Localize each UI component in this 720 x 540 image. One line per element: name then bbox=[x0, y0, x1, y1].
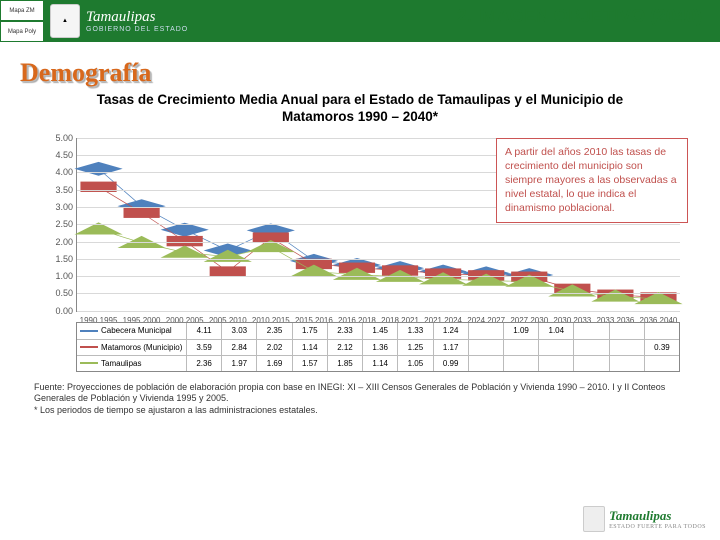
body: Demografía Tasas de Crecimiento Media An… bbox=[0, 42, 720, 417]
y-tick-label: 1.00 bbox=[39, 271, 73, 281]
legend-cell: 1.75 bbox=[293, 323, 328, 339]
legend-cell: 1.14 bbox=[293, 340, 328, 355]
legend-cell: 0.39 bbox=[645, 340, 679, 355]
legend-cell bbox=[469, 323, 504, 339]
legend-cell bbox=[574, 356, 609, 371]
y-tick-label: 4.00 bbox=[39, 167, 73, 177]
legend-cell: 1.57 bbox=[293, 356, 328, 371]
legend-row: Tamaulipas 2.361.971.691.571.851.141.050.… bbox=[77, 355, 679, 371]
state-shield-icon: ▲ bbox=[50, 4, 80, 38]
legend-cell bbox=[610, 356, 645, 371]
source-note: Fuente: Proyecciones de población de ela… bbox=[34, 382, 686, 417]
legend-cell: 0.99 bbox=[434, 356, 469, 371]
y-tick-label: 4.50 bbox=[39, 150, 73, 160]
logo-word: Tamaulipas bbox=[86, 9, 188, 26]
legend-cell: 1.33 bbox=[398, 323, 433, 339]
footer-word: Tamaulipas bbox=[609, 508, 706, 524]
y-tick-label: 0.50 bbox=[39, 288, 73, 298]
legend-cell: 1.24 bbox=[434, 323, 469, 339]
legend-cell bbox=[610, 323, 645, 339]
header-left-cells: Mapa ZM Mapa Poly bbox=[0, 0, 44, 42]
page: Mapa ZM Mapa Poly ▲ Tamaulipas GOBIERNO … bbox=[0, 0, 720, 540]
y-tick-label: 2.50 bbox=[39, 219, 73, 229]
footer-tagline: ESTADO FUERTE PARA TODOS bbox=[609, 524, 706, 530]
footer-shield-icon bbox=[583, 506, 605, 532]
legend-cell bbox=[469, 340, 504, 355]
legend-table: Cabecera Municipal4.113.032.351.752.331.… bbox=[76, 322, 680, 372]
gridline bbox=[77, 311, 680, 312]
legend-cell: 2.36 bbox=[187, 356, 222, 371]
legend-cell bbox=[610, 340, 645, 355]
legend-cell bbox=[504, 356, 539, 371]
legend-cell: 1.45 bbox=[363, 323, 398, 339]
header: Mapa ZM Mapa Poly ▲ Tamaulipas GOBIERNO … bbox=[0, 0, 720, 42]
legend-cell: 1.09 bbox=[504, 323, 539, 339]
legend-cell bbox=[574, 323, 609, 339]
logo-sub: GOBIERNO DEL ESTADO bbox=[86, 26, 188, 33]
map-poly-cell[interactable]: Mapa Poly bbox=[0, 21, 44, 42]
footer-logo: Tamaulipas ESTADO FUERTE PARA TODOS bbox=[583, 506, 706, 532]
page-title: 2. IMAGEN OBJETIVO (2040) bbox=[457, 6, 702, 27]
legend-cell bbox=[645, 356, 679, 371]
legend-cell: 1.25 bbox=[398, 340, 433, 355]
legend-label: Matamoros (Municipio) bbox=[101, 343, 182, 352]
y-tick-label: 3.00 bbox=[39, 202, 73, 212]
legend-cell bbox=[539, 340, 574, 355]
gridline bbox=[77, 224, 680, 225]
legend-cell: 2.02 bbox=[257, 340, 292, 355]
section-heading: Demografía bbox=[20, 58, 694, 88]
gridline bbox=[77, 276, 680, 277]
y-tick-label: 0.00 bbox=[39, 306, 73, 316]
source-line-2: * Los periodos de tiempo se ajustaron a … bbox=[34, 405, 686, 417]
logo-text: Tamaulipas GOBIERNO DEL ESTADO bbox=[86, 9, 188, 33]
legend-cell bbox=[574, 340, 609, 355]
legend-cell bbox=[469, 356, 504, 371]
legend-row: Cabecera Municipal4.113.032.351.752.331.… bbox=[77, 323, 679, 339]
chart-wrap: A partir del años 2010 las tasas de crec… bbox=[34, 132, 686, 372]
legend-cell: 4.11 bbox=[187, 323, 222, 339]
y-tick-label: 2.00 bbox=[39, 237, 73, 247]
legend-cell: 2.84 bbox=[222, 340, 257, 355]
legend-cell: 1.97 bbox=[222, 356, 257, 371]
legend-cell: 3.59 bbox=[187, 340, 222, 355]
gridline bbox=[77, 259, 680, 260]
legend-cell bbox=[539, 356, 574, 371]
legend-cell bbox=[645, 323, 679, 339]
legend-cell: 1.36 bbox=[363, 340, 398, 355]
gridline bbox=[77, 242, 680, 243]
gridline bbox=[77, 293, 680, 294]
legend-label: Tamaulipas bbox=[101, 359, 141, 368]
legend-cell: 1.17 bbox=[434, 340, 469, 355]
source-line-1: Fuente: Proyecciones de población de ela… bbox=[34, 382, 686, 405]
legend-cell: 1.85 bbox=[328, 356, 363, 371]
callout-box: A partir del años 2010 las tasas de crec… bbox=[496, 138, 688, 223]
legend-label: Cabecera Municipal bbox=[101, 326, 172, 335]
map-zm-cell[interactable]: Mapa ZM bbox=[0, 0, 44, 21]
y-tick-label: 1.50 bbox=[39, 254, 73, 264]
legend-row: Matamoros (Municipio) 3.592.842.021.142.1… bbox=[77, 339, 679, 355]
legend-cell: 2.33 bbox=[328, 323, 363, 339]
legend-cell: 2.12 bbox=[328, 340, 363, 355]
legend-cell bbox=[504, 340, 539, 355]
legend-cell: 2.35 bbox=[257, 323, 292, 339]
y-tick-label: 5.00 bbox=[39, 133, 73, 143]
footer-text: Tamaulipas ESTADO FUERTE PARA TODOS bbox=[609, 508, 706, 530]
legend-cell: 1.69 bbox=[257, 356, 292, 371]
legend-cell: 1.04 bbox=[539, 323, 574, 339]
legend-cell: 1.05 bbox=[398, 356, 433, 371]
legend-cell: 3.03 bbox=[222, 323, 257, 339]
legend-cell: 1.14 bbox=[363, 356, 398, 371]
chart-title: Tasas de Crecimiento Media Anual para el… bbox=[66, 92, 654, 126]
y-tick-label: 3.50 bbox=[39, 185, 73, 195]
